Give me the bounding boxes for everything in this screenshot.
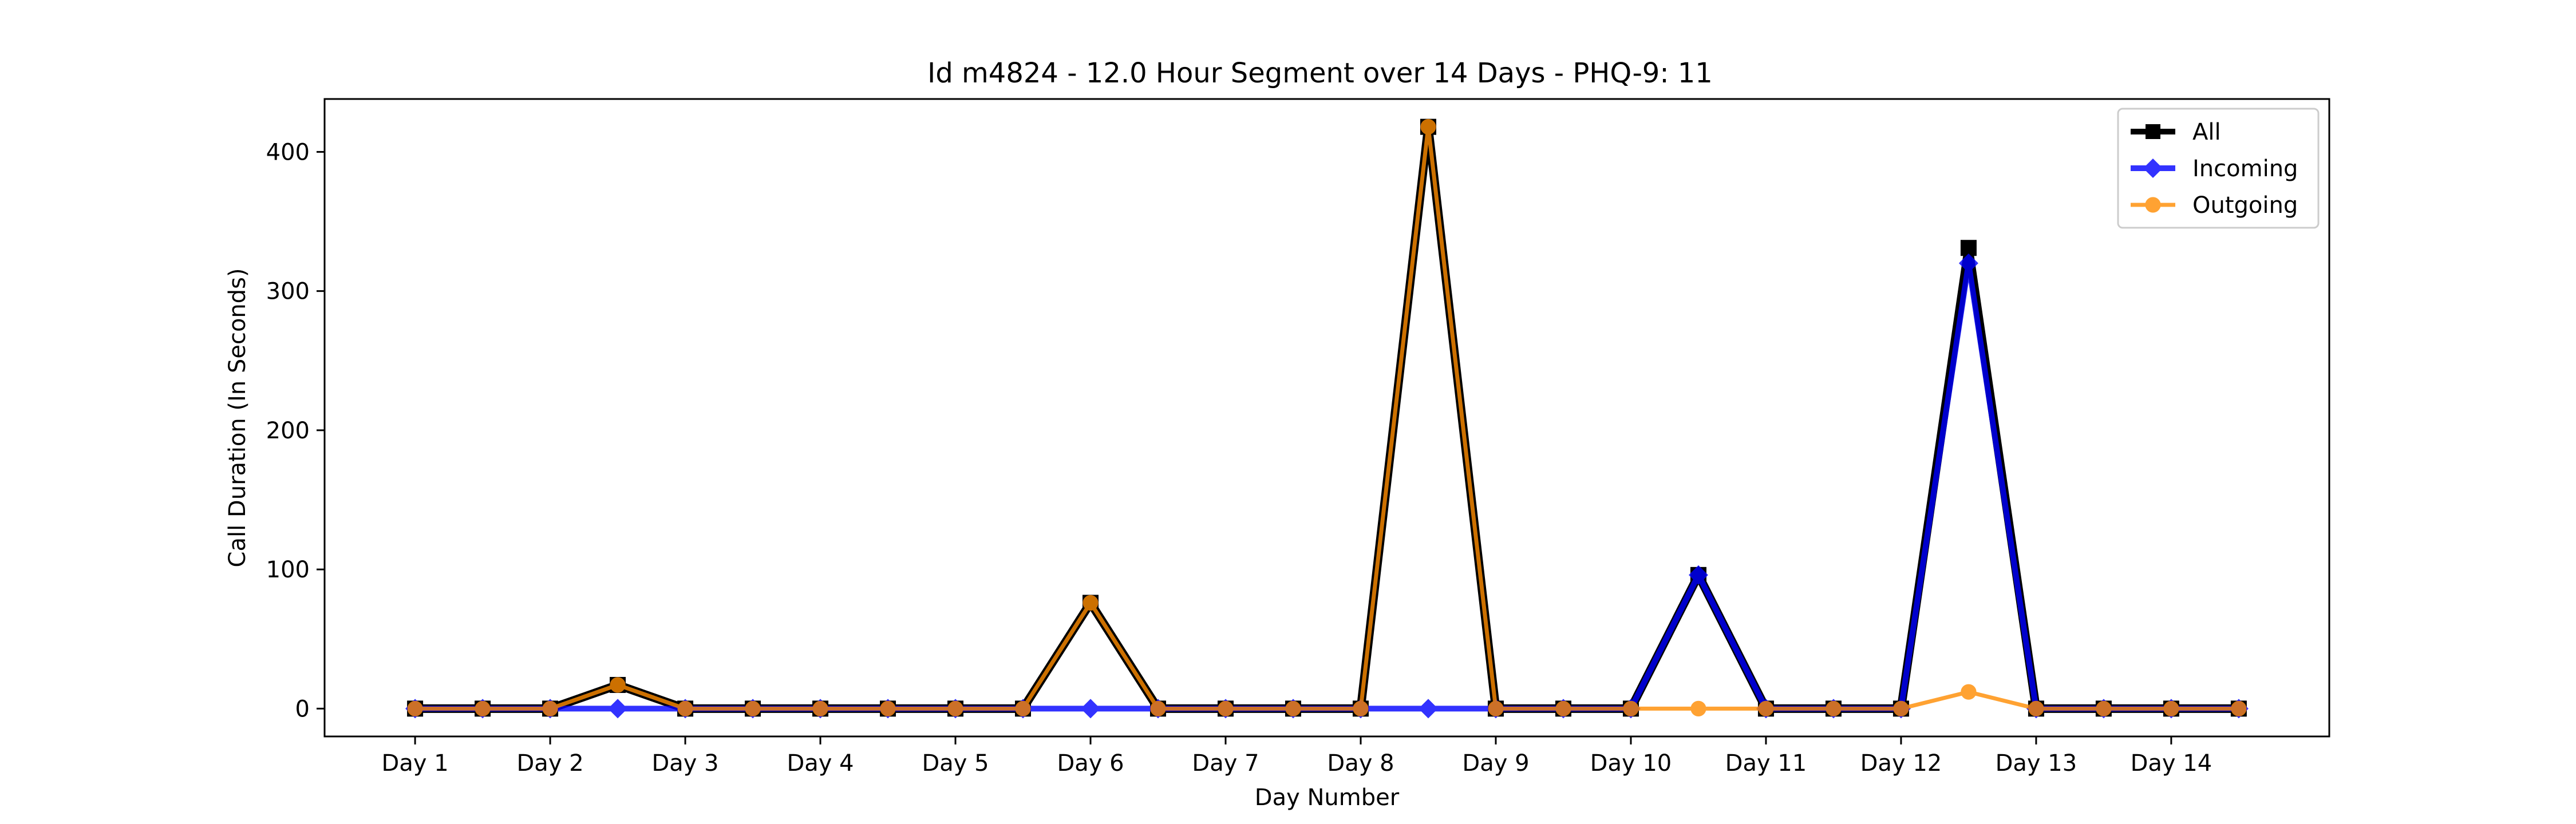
x-tick-label: Day 11 bbox=[1725, 750, 1807, 777]
x-axis-label: Day Number bbox=[1255, 785, 1400, 811]
data-point-outgoing bbox=[677, 700, 693, 716]
data-point-outgoing bbox=[2028, 700, 2044, 716]
y-axis: 0 100 200 300 400 bbox=[266, 139, 325, 722]
x-tick-label: Day 2 bbox=[517, 750, 584, 777]
y-tick-label: 0 bbox=[295, 696, 310, 722]
data-point-outgoing bbox=[1623, 700, 1639, 716]
data-point-incoming bbox=[608, 699, 628, 719]
y-tick-label: 200 bbox=[266, 418, 310, 444]
data-point-outgoing bbox=[1758, 700, 1774, 716]
data-point-outgoing bbox=[2231, 700, 2247, 716]
x-tick-label: Day 3 bbox=[651, 750, 718, 777]
data-point-outgoing bbox=[745, 700, 761, 716]
x-tick-label: Day 13 bbox=[1996, 750, 2077, 777]
y-tick-label: 300 bbox=[266, 279, 310, 305]
data-point-outgoing bbox=[1555, 700, 1571, 716]
series-outgoing bbox=[407, 119, 2247, 716]
x-axis: Day 1 Day 2 Day 3 Day 4 Day 5 Day 6 Day 7 Day 8… bbox=[382, 736, 2212, 777]
data-point-outgoing bbox=[2163, 700, 2179, 716]
x-tick-label: Day 6 bbox=[1057, 750, 1124, 777]
plot-frame bbox=[323, 98, 2330, 738]
data-point-outgoing bbox=[475, 700, 491, 716]
legend-frame bbox=[2117, 108, 2320, 229]
y-axis-label: Call Duration (In Seconds) bbox=[224, 268, 251, 568]
x-tick-label: Day 10 bbox=[1590, 750, 1672, 777]
legend-marker-outgoing bbox=[2145, 197, 2161, 213]
chart-title: Id m4824 - 12.0 Hour Segment over 14 Day… bbox=[927, 57, 1713, 89]
data-point-outgoing bbox=[1826, 700, 1842, 716]
legend-label-all: All bbox=[2192, 119, 2221, 145]
legend-marker-incoming bbox=[2143, 158, 2163, 179]
x-tick-label: Day 8 bbox=[1327, 750, 1394, 777]
y-tick-label: 100 bbox=[266, 557, 310, 583]
data-point-outgoing bbox=[947, 700, 963, 716]
x-tick-label: Day 4 bbox=[787, 750, 854, 777]
data-point-outgoing bbox=[880, 700, 896, 716]
data-point-incoming bbox=[1081, 699, 1101, 719]
legend: All Incoming Outgoing bbox=[2117, 108, 2320, 229]
data-point-outgoing bbox=[1285, 700, 1301, 716]
data-point-all bbox=[1960, 240, 1977, 256]
legend-item-incoming bbox=[2131, 158, 2175, 179]
data-point-outgoing bbox=[1353, 700, 1369, 716]
data-point-outgoing bbox=[1893, 700, 1909, 716]
legend-marker-all bbox=[2146, 124, 2160, 139]
x-tick-label: Day 1 bbox=[382, 750, 449, 777]
data-point-outgoing bbox=[1420, 119, 1436, 135]
legend-item-outgoing bbox=[2131, 197, 2175, 213]
x-tick-label: Day 5 bbox=[922, 750, 989, 777]
data-point-outgoing bbox=[1218, 700, 1234, 716]
data-point-incoming bbox=[1418, 699, 1439, 719]
data-point-outgoing bbox=[610, 677, 626, 693]
y-tick-label: 400 bbox=[266, 139, 310, 165]
series-line-outgoing bbox=[415, 126, 2239, 711]
data-point-outgoing bbox=[407, 700, 423, 716]
data-point-outgoing bbox=[1082, 595, 1099, 611]
x-tick-label: Day 9 bbox=[1462, 750, 1529, 777]
data-point-outgoing bbox=[2096, 700, 2112, 716]
x-tick-label: Day 12 bbox=[1860, 750, 1942, 777]
legend-item-all bbox=[2131, 124, 2175, 139]
data-point-outgoing bbox=[1961, 684, 1977, 700]
data-point-outgoing bbox=[1150, 700, 1166, 716]
legend-label-outgoing: Outgoing bbox=[2192, 192, 2298, 219]
series-layer bbox=[405, 118, 2249, 719]
data-point-outgoing bbox=[1690, 700, 1706, 716]
legend-label-incoming: Incoming bbox=[2192, 156, 2298, 182]
data-point-outgoing bbox=[542, 700, 558, 716]
data-point-incoming bbox=[1688, 565, 1708, 585]
data-point-incoming bbox=[1958, 253, 1978, 274]
data-point-outgoing bbox=[1488, 700, 1504, 716]
x-tick-label: Day 14 bbox=[2131, 750, 2212, 777]
data-point-outgoing bbox=[812, 700, 828, 716]
data-point-outgoing bbox=[1015, 700, 1031, 716]
x-tick-label: Day 7 bbox=[1192, 750, 1259, 777]
